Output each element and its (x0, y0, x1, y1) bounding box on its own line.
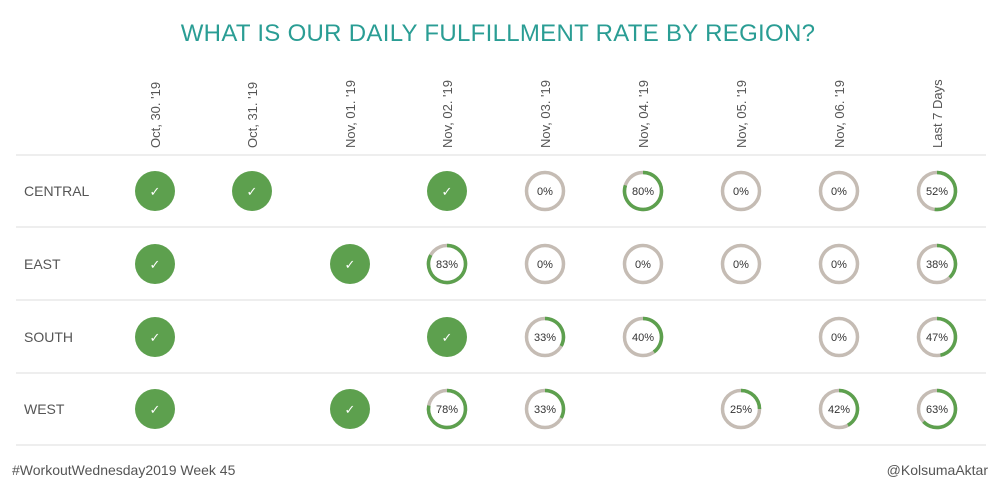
percent-label: 63% (926, 404, 948, 416)
percent-label: 0% (537, 259, 553, 271)
percent-label: 0% (733, 259, 749, 271)
row-label: SOUTH (24, 329, 73, 345)
progress-ring-fill (426, 388, 468, 430)
percent-label: 52% (926, 186, 948, 198)
percent-label: 47% (926, 332, 948, 344)
progress-ring-fill (922, 388, 958, 430)
column-header: Last 7 Days (930, 79, 945, 148)
percent-label: 25% (730, 404, 752, 416)
complete-marker (330, 244, 370, 284)
footer-hashtag: #WorkoutWednesday2019 Week 45 (12, 462, 236, 478)
check-icon: ✓ (247, 185, 258, 200)
progress-ring-fill (740, 388, 762, 410)
percent-label: 0% (635, 259, 651, 271)
progress-ring-fill (936, 243, 958, 279)
percent-label: 33% (534, 332, 556, 344)
complete-marker (135, 171, 175, 211)
column-header: Oct, 31. '19 (245, 82, 260, 148)
progress-ring-track (818, 316, 860, 358)
check-icon: ✓ (345, 258, 356, 273)
check-icon: ✓ (150, 331, 161, 346)
progress-ring-fill (544, 388, 566, 419)
complete-marker (330, 389, 370, 429)
percent-label: 0% (831, 332, 847, 344)
complete-marker (427, 171, 467, 211)
complete-marker (427, 317, 467, 357)
chart-title: WHAT IS OUR DAILY FULFILLMENT RATE BY RE… (180, 20, 816, 47)
row-label: EAST (24, 256, 61, 272)
percent-label: 0% (733, 186, 749, 198)
percent-label: 0% (537, 186, 553, 198)
progress-ring-track (524, 170, 566, 212)
check-icon: ✓ (442, 331, 453, 346)
percent-label: 0% (831, 259, 847, 271)
column-header: Nov, 03. '19 (538, 80, 553, 148)
column-header: Nov, 06. '19 (832, 80, 847, 148)
progress-ring-fill (622, 170, 664, 212)
progress-ring-fill (838, 388, 860, 427)
progress-ring-fill (426, 243, 468, 285)
progress-ring-track (818, 170, 860, 212)
percent-label: 0% (831, 186, 847, 198)
check-icon: ✓ (442, 185, 453, 200)
check-icon: ✓ (150, 258, 161, 273)
complete-marker (135, 317, 175, 357)
row-label: CENTRAL (24, 183, 90, 199)
progress-ring-track (720, 243, 762, 285)
progress-ring-fill (642, 316, 664, 354)
percent-label: 80% (632, 186, 654, 198)
complete-marker (135, 244, 175, 284)
check-icon: ✓ (150, 185, 161, 200)
progress-ring-fill (544, 316, 566, 347)
percent-label: 33% (534, 404, 556, 416)
progress-ring-track (524, 243, 566, 285)
progress-ring-fill (936, 316, 958, 357)
check-icon: ✓ (150, 403, 161, 418)
progress-ring-track (818, 243, 860, 285)
column-header: Nov, 05. '19 (734, 80, 749, 148)
column-header: Nov, 01. '19 (343, 80, 358, 148)
percent-label: 42% (828, 404, 850, 416)
percent-label: 78% (436, 404, 458, 416)
footer-author: @KolsumaAktar (886, 462, 988, 478)
progress-ring-track (720, 170, 762, 212)
progress-ring-fill (934, 170, 958, 212)
check-icon: ✓ (345, 403, 356, 418)
complete-marker (232, 171, 272, 211)
percent-label: 40% (632, 332, 654, 344)
column-header: Oct, 30. '19 (148, 82, 163, 148)
row-label: WEST (24, 401, 65, 417)
column-header: Nov, 02. '19 (440, 80, 455, 148)
complete-marker (135, 389, 175, 429)
percent-label: 83% (436, 259, 458, 271)
column-header: Nov, 04. '19 (636, 80, 651, 148)
percent-label: 38% (926, 259, 948, 271)
progress-ring-track (622, 243, 664, 285)
